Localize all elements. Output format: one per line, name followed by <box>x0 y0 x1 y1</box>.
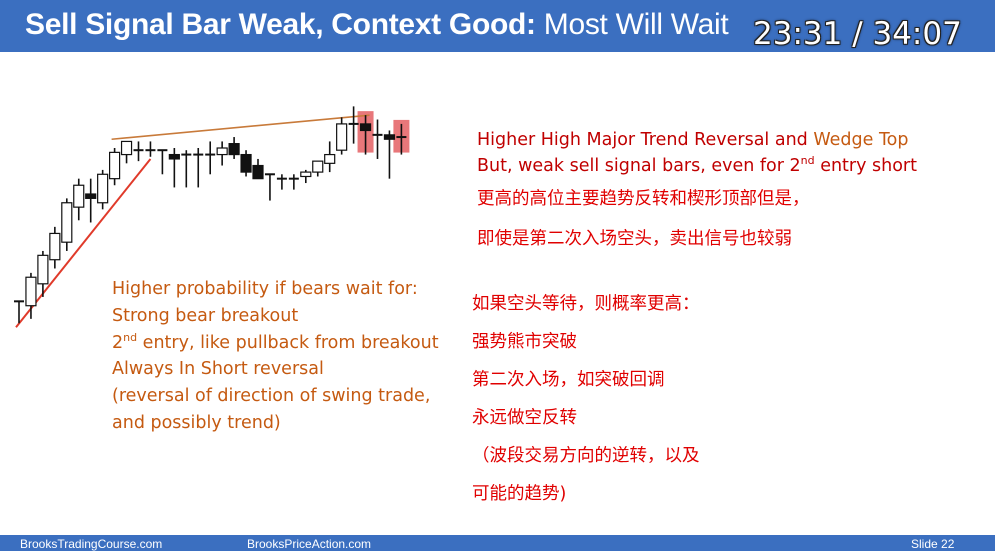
left-en-line-3a: 2 <box>112 332 124 353</box>
candle-bar <box>157 149 168 175</box>
slide-title-rest: Most Will Wait <box>535 8 729 41</box>
candle-body <box>252 164 264 180</box>
left-en-line-5: (reversal of direction of swing trade, <box>112 386 431 407</box>
candle-body <box>216 147 228 156</box>
right-cn2-line-2: 强势熊市突破 <box>472 332 577 352</box>
candle-bar <box>49 226 61 269</box>
candle-bar <box>97 169 109 210</box>
candle-bar <box>168 148 180 188</box>
candle-body <box>108 151 121 180</box>
bull-trendline <box>15 158 152 328</box>
left-en-line-3b: entry, like pullback from breakout <box>137 332 439 353</box>
candle-bar <box>359 115 372 155</box>
price-chart <box>14 106 410 328</box>
candle-body <box>61 202 73 243</box>
candle-bar <box>61 198 73 251</box>
candle-bar <box>14 300 24 324</box>
candle-bar <box>120 140 133 164</box>
right-cn-line-2: 即使是第二次入场空头，卖出信号也较弱 <box>477 229 792 249</box>
left-en-line-2: Strong bear breakout <box>112 305 299 326</box>
wedge-top-line <box>111 114 370 141</box>
candle-body <box>312 160 324 173</box>
candle-bar <box>205 141 216 175</box>
right-cn2-line-5: （波段交易方向的逆转，以及 <box>472 446 700 466</box>
slide-title-bold: Sell Signal Bar Weak, Context Good: <box>25 8 536 41</box>
candle-body <box>336 123 348 151</box>
slide-title: Sell Signal Bar Weak, Context Good: Most… <box>25 8 729 42</box>
right-cn-line-1: 更高的高位主要趋势反转和楔形顶部但是， <box>477 189 810 209</box>
right-en-line-2: But, weak sell signal bars, even for 2nd… <box>477 153 917 179</box>
candle-body <box>73 184 85 208</box>
right-cn2-line-1: 如果空头等待，则概率更高： <box>472 294 700 314</box>
left-en-line-4: Always In Short reversal <box>112 359 324 380</box>
candle-bar <box>300 169 312 184</box>
candle-bar <box>25 272 37 319</box>
candle-bar <box>240 150 252 177</box>
candle-body <box>383 134 396 140</box>
left-en-line-3: 2nd entry, like pullback from breakout <box>112 330 439 357</box>
candle-body <box>85 193 97 199</box>
video-timer: 23:31 / 34:07 <box>753 16 962 52</box>
candle-body <box>359 123 372 132</box>
candle-body <box>120 140 133 156</box>
candle-bar <box>85 178 97 223</box>
right-en-line-2-sup: nd <box>800 154 815 168</box>
candle-bar <box>228 137 240 159</box>
candle-body <box>324 153 336 164</box>
candle-bar <box>193 148 204 188</box>
left-en-line-6: and possibly trend) <box>112 412 281 433</box>
candle-body <box>25 276 37 307</box>
candle-bar <box>133 141 144 162</box>
candle-bar <box>181 150 192 188</box>
right-en-line-1a: Higher High Major Trend Reversal and <box>477 130 814 150</box>
candle-bar <box>276 174 287 190</box>
right-chinese-text-2: 如果空头等待，则概率更高： 强势熊市突破 第二次入场，如突破回调 永远做空反转 … <box>472 285 700 513</box>
candle-bar <box>145 141 156 157</box>
candle-bar <box>288 174 299 190</box>
left-en-line-1: Higher probability if bears wait for: <box>112 279 418 299</box>
footer-site-left: BrooksTradingCourse.com <box>20 537 163 551</box>
right-en-line-2a: But, weak sell signal bars, even for 2 <box>477 156 801 176</box>
candlestick-bars <box>14 106 407 324</box>
candle-bar <box>383 130 396 179</box>
footer-site-center: BrooksPriceAction.com <box>247 537 372 551</box>
candle-body <box>168 153 180 160</box>
wedge-top-label: Wedge Top <box>813 130 909 150</box>
candle-bar <box>336 117 348 155</box>
title-bar: Sell Signal Bar Weak, Context Good: Most… <box>0 0 995 52</box>
footer-slide-number: Slide 22 <box>911 537 955 551</box>
right-chinese-text: 更高的高位主要趋势反转和楔形顶部但是， 即使是第二次入场空头，卖出信号也较弱 <box>477 179 810 259</box>
candle-body <box>49 232 61 261</box>
candle-bar <box>37 250 49 297</box>
candle-bar <box>396 123 407 155</box>
candle-body <box>37 254 49 285</box>
left-en-line-3-sup: nd <box>123 330 138 344</box>
right-cn2-line-6: 可能的趋势) <box>472 484 567 504</box>
right-en-line-2b: entry short <box>814 156 917 176</box>
chart-lines <box>15 114 370 328</box>
left-english-text: Higher probability if bears wait for: St… <box>112 276 439 437</box>
right-english-text: Higher High Major Trend Reversal and Wed… <box>477 127 917 179</box>
candle-bar <box>73 178 85 221</box>
candle-bar <box>216 141 228 166</box>
candle-bar <box>264 173 275 201</box>
candle-bar <box>312 160 324 177</box>
right-cn2-line-3: 第二次入场，如突破回调 <box>472 370 665 390</box>
candle-bar <box>372 119 383 159</box>
candle-body <box>300 171 312 178</box>
candle-body <box>240 153 252 173</box>
candle-bar <box>324 141 336 173</box>
right-en-line-1: Higher High Major Trend Reversal and Wed… <box>477 127 917 153</box>
candle-bar <box>348 106 359 144</box>
candle-body <box>228 143 240 156</box>
candle-bar <box>252 158 264 180</box>
right-cn2-line-4: 永远做空反转 <box>472 408 577 428</box>
candle-body <box>97 173 109 204</box>
candle-bar <box>108 148 121 186</box>
footer-bar: BrooksTradingCourse.com BrooksPriceActio… <box>0 535 995 551</box>
